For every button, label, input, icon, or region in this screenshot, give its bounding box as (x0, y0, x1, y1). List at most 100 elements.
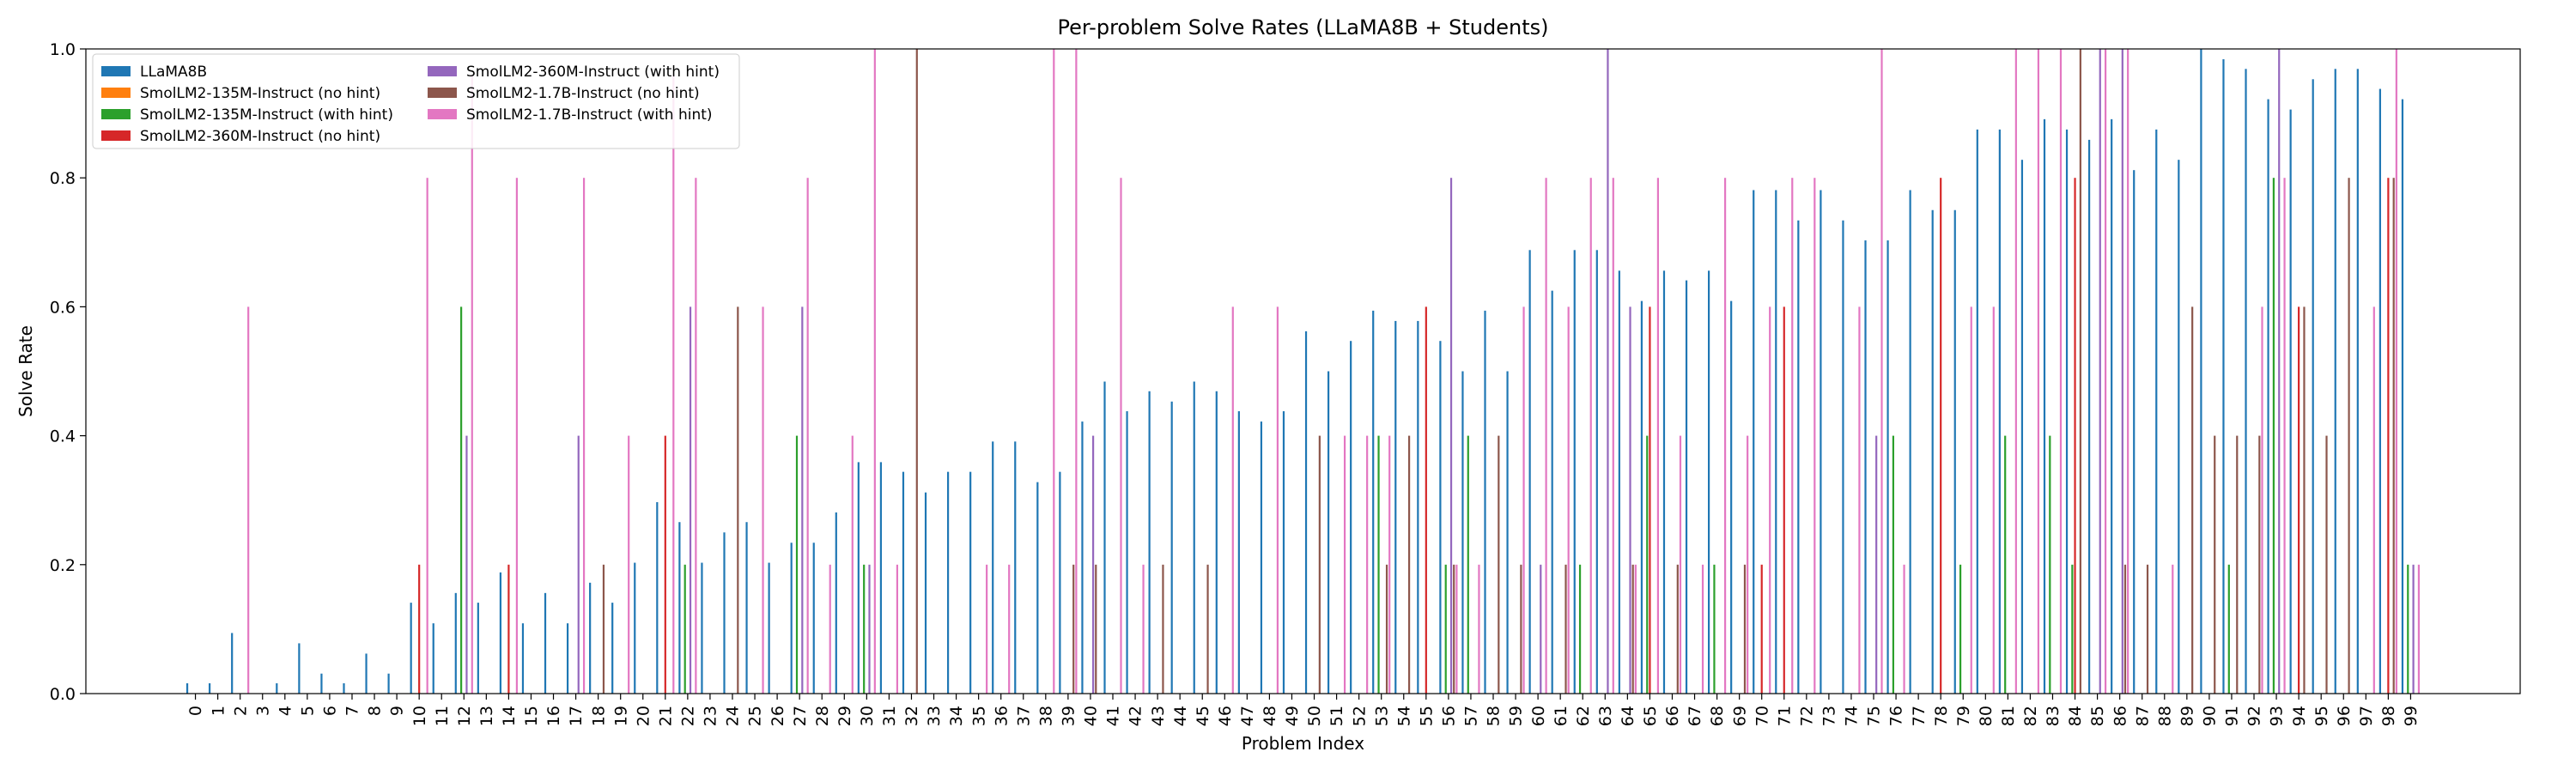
x-tick-label: 84 (2066, 706, 2085, 726)
bar (2191, 306, 2194, 694)
bar (2312, 79, 2314, 694)
bar (611, 603, 614, 694)
bar (1081, 421, 1084, 694)
bar (1612, 178, 1614, 694)
bar (2121, 49, 2123, 694)
x-tick-label: 42 (1127, 706, 1145, 726)
bar (2020, 160, 2024, 694)
x-tick-label: 61 (1552, 706, 1571, 726)
x-tick-label: 37 (1014, 706, 1033, 726)
x-tick-label: 63 (1596, 706, 1615, 726)
bar (1629, 306, 1631, 694)
bar (1206, 564, 1209, 694)
bar (1679, 435, 1682, 694)
legend-label: SmolLM2-1.7B-Instruct (no hint) (466, 85, 700, 102)
bar (1385, 564, 1388, 694)
bar (2043, 118, 2046, 694)
x-tick-label: 29 (835, 706, 854, 726)
bar (1350, 341, 1352, 694)
x-tick-label: 50 (1305, 706, 1324, 726)
bar (1304, 330, 1308, 694)
bars-group (185, 49, 2421, 694)
bar (544, 592, 547, 694)
bar (1170, 401, 1173, 694)
bar (1407, 435, 1411, 694)
bar (2222, 59, 2225, 694)
bar (1892, 435, 1894, 694)
bar (1713, 564, 1716, 694)
bar (1388, 435, 1391, 694)
x-tick-label: 76 (1887, 706, 1906, 726)
x-tick-label: 88 (2155, 706, 2174, 726)
x-tick-label: 89 (2178, 706, 2196, 726)
bar (695, 178, 697, 694)
x-tick-label: 16 (544, 706, 563, 726)
bar (2004, 435, 2007, 694)
bar (1276, 306, 1279, 694)
x-tick-label: 11 (433, 706, 452, 726)
legend-label: LLaMA8B (140, 64, 207, 81)
bar (868, 564, 871, 694)
x-tick-label: 7 (343, 706, 362, 716)
bar (471, 75, 473, 694)
x-tick-label: 77 (1910, 706, 1929, 726)
bar (2227, 564, 2230, 694)
x-tick-label: 31 (880, 706, 899, 726)
y-tick-label: 0.6 (50, 298, 76, 317)
x-tick-label: 67 (1686, 706, 1704, 726)
chart-title: Per-problem Solve Rates (LLaMA8B + Stude… (1057, 15, 1548, 39)
legend-swatch (428, 88, 457, 98)
bar (1998, 129, 2001, 694)
bar (1075, 49, 1078, 694)
bar (2200, 49, 2202, 694)
x-tick-label: 24 (724, 706, 743, 726)
bar (2278, 49, 2281, 694)
bar (1743, 564, 1747, 694)
bar (2372, 306, 2375, 694)
bar (426, 178, 428, 694)
bar (1676, 564, 1679, 694)
x-tick-label: 94 (2290, 706, 2309, 726)
bar (298, 643, 301, 694)
bar (1522, 306, 1525, 694)
x-tick-label: 97 (2357, 706, 2376, 726)
bar (634, 562, 636, 694)
bar (915, 49, 918, 694)
bar (1059, 471, 1061, 694)
x-tick-label: 2 (231, 706, 250, 716)
bar (460, 306, 463, 694)
x-tick-label: 91 (2223, 706, 2242, 726)
x-tick-label: 43 (1149, 706, 1168, 726)
x-tick-label: 99 (2402, 706, 2421, 726)
bar (1162, 564, 1164, 694)
legend-box (92, 53, 740, 149)
bar (1036, 482, 1039, 694)
bar (1640, 300, 1643, 694)
bar (1260, 421, 1263, 694)
bar (2079, 49, 2081, 694)
x-tick-label: 23 (702, 706, 720, 726)
bar (1976, 129, 1978, 694)
bar (2267, 99, 2269, 694)
bar (1425, 306, 1427, 694)
bar (2245, 69, 2247, 694)
bar (1343, 435, 1346, 694)
bar (1909, 190, 1911, 694)
x-tick-label: 14 (500, 706, 519, 726)
plot-frame (85, 48, 2521, 694)
bar (343, 682, 345, 694)
legend-swatch (101, 109, 131, 119)
x-tick-label: 52 (1350, 706, 1369, 726)
legend-label: SmolLM2-360M-Instruct (no hint) (140, 128, 380, 145)
bar (1377, 435, 1380, 694)
bar (602, 564, 605, 694)
bar (1864, 240, 1867, 694)
x-tick-label: 66 (1663, 706, 1682, 726)
bar (701, 562, 703, 694)
x-tick-label: 62 (1574, 706, 1593, 726)
x-tick-label: 26 (769, 706, 787, 726)
bar (790, 543, 793, 694)
bar (2123, 564, 2127, 694)
legend-swatch (428, 109, 457, 119)
